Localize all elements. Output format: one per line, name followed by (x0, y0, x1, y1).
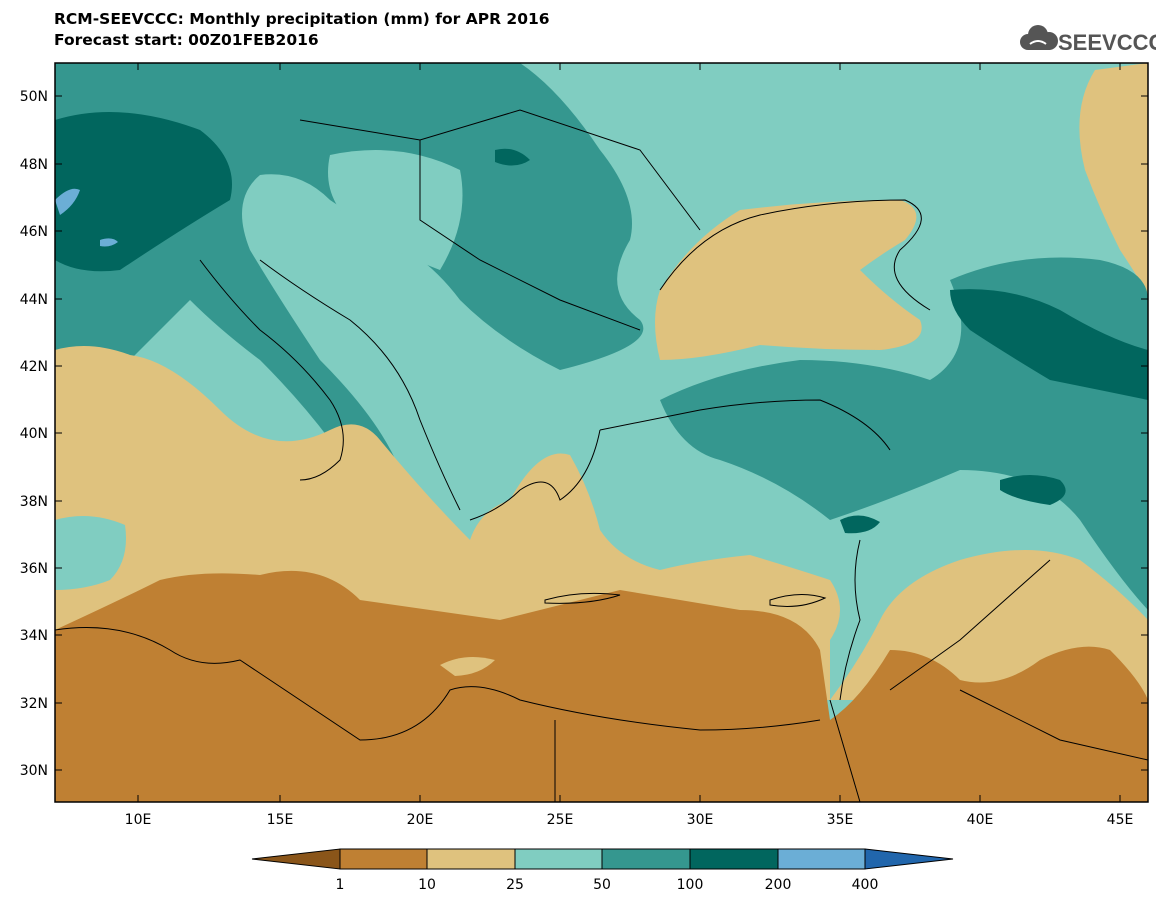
extreme-spot-alps-2 (100, 238, 118, 247)
lat-label: 50N (20, 89, 48, 105)
logo-text: SEEVCCC (1058, 30, 1156, 55)
crete (544, 592, 621, 604)
border-5 (889, 559, 1051, 691)
colorbar-swatch-6 (777, 848, 866, 870)
balkan-coast (259, 259, 461, 511)
lat-label: 36N (20, 561, 48, 577)
dry-north-africa (55, 570, 1148, 802)
lat-label: 32N (20, 696, 48, 712)
semi-arid-cyrenaica (440, 656, 495, 676)
anatolia-coast (599, 399, 891, 451)
lat-label: 38N (20, 494, 48, 510)
black-sea-coast (659, 199, 931, 311)
colorbar-label-3: 25 (506, 877, 524, 893)
very-wet-alps (55, 112, 232, 272)
cloud-icon (1020, 25, 1058, 50)
colorbar-swatch-5 (689, 848, 779, 870)
very-wet-taurus (840, 515, 880, 534)
very-wet-east-anatolia (1000, 475, 1066, 505)
colorbar-label-6: 200 (765, 877, 792, 893)
semi-arid-sardinia-patch (55, 365, 115, 444)
very-wet-carpathian (495, 148, 530, 166)
colorbar-swatch-3 (514, 848, 603, 870)
moist-tyrrhenian (55, 516, 126, 590)
colorbar: 1 10 25 50 100 200 400 (251, 848, 954, 893)
map-title: RCM-SEEVCCC: Monthly precipitation (mm) … (54, 10, 550, 28)
lon-label: 40E (967, 812, 994, 828)
lat-label: 40N (20, 426, 48, 442)
border-1 (299, 109, 701, 231)
colorbar-label-1: 1 (336, 877, 345, 893)
lon-label: 35E (827, 812, 854, 828)
seevccc-logo: SEEVCCC (1016, 20, 1156, 60)
very-wet-caucasus (950, 289, 1148, 400)
lon-label: 10E (125, 812, 152, 828)
italy-coast (199, 259, 344, 481)
africa-coast (55, 627, 821, 741)
lon-label: 15E (267, 812, 294, 828)
border-2 (419, 140, 641, 331)
greece-coast (469, 429, 601, 521)
moist-pannonia (328, 150, 463, 270)
border-4 (829, 699, 861, 802)
semi-arid-ne (1079, 63, 1148, 295)
lon-label: 30E (687, 812, 714, 828)
lat-label: 30N (20, 763, 48, 779)
lon-label: 25E (547, 812, 574, 828)
colorbar-min-arrow (251, 848, 341, 870)
colorbar-label-4: 50 (593, 877, 611, 893)
colorbar-swatch-2 (426, 848, 516, 870)
colorbar-label-7: 400 (852, 877, 879, 893)
lon-label: 20E (407, 812, 434, 828)
extreme-spot-alps (55, 188, 80, 215)
lat-label: 48N (20, 157, 48, 173)
colorbar-label-2: 10 (418, 877, 436, 893)
semi-arid-black-sea (655, 200, 922, 360)
cyprus (769, 594, 827, 607)
axis-ticks: 50N 48N 46N 44N 42N 40N 38N 36N 34N 32N 30N 10E 15E 2… (20, 63, 1148, 828)
border-6 (959, 689, 1148, 761)
lat-label: 46N (20, 224, 48, 240)
colorbar-max-arrow (864, 848, 954, 870)
colorbar-label-5: 100 (677, 877, 704, 893)
lat-label: 44N (20, 292, 48, 308)
forecast-start-label: Forecast start: 00Z01FEB2016 (54, 31, 319, 49)
colorbar-swatch-1 (339, 848, 428, 870)
colorbar-swatch-4 (601, 848, 691, 870)
lat-label: 34N (20, 628, 48, 644)
lon-label: 45E (1107, 812, 1134, 828)
lat-label: 42N (20, 359, 48, 375)
levant-coast (839, 539, 861, 701)
